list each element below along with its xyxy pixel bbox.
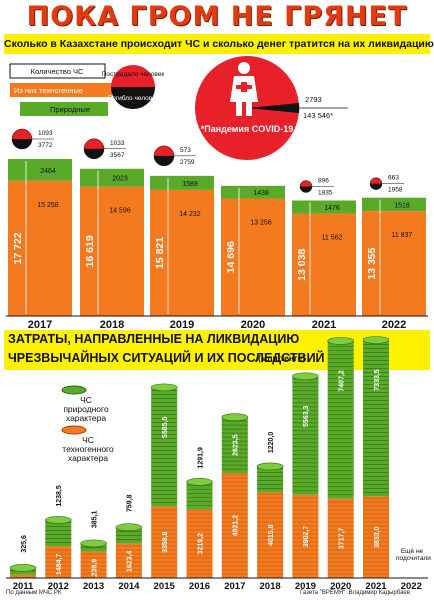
deaths-value-2019: 573 bbox=[180, 147, 191, 154]
natural-value-2017: 2464 bbox=[40, 168, 56, 175]
total-label-2018: 16 619 bbox=[84, 235, 96, 267]
deaths-value-2022: 663 bbox=[388, 175, 399, 182]
natural-bar-2017 bbox=[8, 159, 72, 181]
deaths-value-2017: 1093 bbox=[38, 130, 53, 137]
deaths-value-2018: 1033 bbox=[110, 140, 125, 147]
author-credit: Газета "ВРЕМЯ". Владимир Кадырбаев bbox=[300, 590, 410, 596]
technogenic-value-2021: 11 562 bbox=[322, 235, 343, 242]
technogenic-bar-2018 bbox=[80, 186, 144, 316]
top-badges: 1093 3772 1033 3567 573 2759 896 1835 663 1958 bbox=[11, 128, 404, 196]
deaths-half-2022 bbox=[370, 183, 382, 190]
top-year-labels: 2017 2018 2019 2020 2021 2022 bbox=[28, 319, 406, 331]
technogenic-bar-2021 bbox=[292, 213, 356, 316]
year-label-2022: 2022 bbox=[382, 319, 406, 331]
natural-value-2020: 1438 bbox=[253, 190, 269, 197]
medic-icon bbox=[230, 62, 258, 116]
legend-technogenic-label: Из них техногенные bbox=[14, 86, 83, 95]
covid-victims-value: 143 546* bbox=[303, 111, 333, 120]
legend-deaths-half bbox=[111, 87, 155, 109]
natural-bar-2020 bbox=[221, 185, 285, 199]
technogenic-value-2020: 13 258 bbox=[250, 220, 272, 227]
deaths-half-2018 bbox=[84, 148, 104, 159]
year-label-2019: 2019 bbox=[170, 319, 194, 331]
covid-callout: *Пандемия COVID-19 2793 143 546* bbox=[195, 56, 348, 160]
total-label-2017: 17 722 bbox=[12, 232, 24, 264]
year-label-2018: 2018 bbox=[100, 319, 124, 331]
total-label-2020: 14 696 bbox=[225, 241, 237, 273]
legend-technogenic-text: ЧС техногенного характера bbox=[62, 435, 114, 463]
legend-technogenic-swatch bbox=[10, 83, 112, 97]
legend-natural-label: Природные bbox=[50, 105, 90, 114]
natural-value-2022: 1518 bbox=[394, 202, 410, 209]
natural-bar-2021 bbox=[292, 200, 356, 214]
technogenic-bar-2019 bbox=[150, 189, 214, 316]
deaths-value-2021: 896 bbox=[318, 177, 329, 184]
section2-unit: (млн тенге) bbox=[258, 353, 306, 363]
technogenic-bar-2017 bbox=[8, 180, 72, 316]
year-label-2020: 2020 bbox=[241, 319, 265, 331]
section2-title-line1: ЗАТРАТЫ, НАПРАВЛЕННЫЕ НА ЛИКВИДАЦИЮ bbox=[8, 332, 300, 346]
deaths-half-2017 bbox=[12, 139, 32, 149]
deaths-half-2021 bbox=[300, 186, 312, 193]
legend-natural-swatch bbox=[20, 102, 108, 116]
year-label-2017: 2017 bbox=[28, 319, 52, 331]
year-label-2021: 2021 bbox=[312, 319, 336, 331]
covid-label: *Пандемия COVID-19 bbox=[201, 124, 293, 134]
section2-bar bbox=[4, 330, 430, 370]
technogenic-value-2017: 15 258 bbox=[37, 202, 59, 209]
victims-value-2019: 2759 bbox=[180, 159, 195, 166]
technogenic-value-2019: 14 232 bbox=[179, 211, 201, 218]
total-label-2021: 13 038 bbox=[296, 249, 308, 281]
total-label-2022: 13 355 bbox=[366, 247, 378, 279]
total-label-2019: 15 821 bbox=[154, 237, 166, 269]
natural-value-2021: 1476 bbox=[324, 205, 340, 212]
legend-total-box bbox=[9, 63, 106, 79]
page-subtitle: Сколько в Казахстане происходит ЧС и ско… bbox=[4, 38, 434, 50]
victims-value-2018: 3567 bbox=[110, 152, 125, 159]
page-title: ПОКА ГРОМ НЕ ГРЯНЕТ bbox=[26, 1, 408, 32]
legend-total-label: Количество ЧС bbox=[31, 67, 84, 76]
deaths-half-2019 bbox=[154, 155, 174, 166]
top-bars: 17 722 2464 15 258 16 619 2023 14 596 15 821 15… bbox=[8, 159, 426, 316]
natural-bar-2019 bbox=[150, 175, 214, 190]
technogenic-bar-2020 bbox=[221, 198, 285, 316]
legend-natural-text: ЧС природного характера bbox=[63, 395, 109, 423]
technogenic-value-2022: 11 837 bbox=[392, 232, 413, 239]
source-credit: По данным МЧС РК bbox=[6, 590, 62, 596]
victims-value-2021: 1835 bbox=[318, 189, 333, 196]
natural-bar-2022 bbox=[362, 197, 426, 212]
legend-victims-label: Пострадало человек bbox=[102, 71, 165, 78]
legend-top: Количество ЧС Из них техногенные Природн… bbox=[9, 63, 165, 116]
covid-deaths-value: 2793 bbox=[305, 95, 322, 104]
subtitle-bar bbox=[4, 34, 430, 54]
note-2022: Ещё не подсчитали bbox=[396, 548, 431, 562]
natural-bar-2018 bbox=[80, 168, 144, 187]
section2-title-line2: ЧРЕЗВЫЧАЙНЫХ СИТУАЦИЙ И ИХ ПОСЛЕДСТВИЙ bbox=[8, 351, 325, 365]
covid-deaths-wedge bbox=[247, 103, 300, 113]
title-bar bbox=[0, 0, 434, 34]
victims-value-2022: 1958 bbox=[388, 187, 403, 194]
victims-value-2017: 3772 bbox=[38, 142, 53, 149]
legend-deaths-label: Погибло человек bbox=[107, 94, 158, 102]
technogenic-bar-2022 bbox=[362, 211, 426, 316]
technogenic-value-2018: 14 596 bbox=[109, 208, 131, 215]
natural-value-2019: 1589 bbox=[182, 181, 198, 188]
natural-value-2018: 2023 bbox=[112, 176, 128, 183]
